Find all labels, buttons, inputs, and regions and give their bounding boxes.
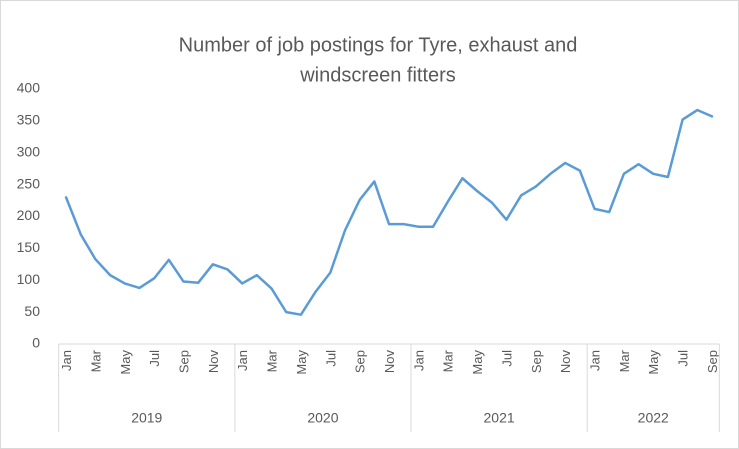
chart-title: windscreen fitters: [299, 64, 456, 86]
x-tick-label: Mar: [265, 349, 280, 372]
x-tick-label: Jan: [588, 350, 603, 371]
x-tick-label: Jan: [411, 350, 426, 371]
chart-title: Number of job postings for Tyre, exhaust…: [179, 34, 578, 56]
y-tick-label: 0: [32, 335, 40, 351]
x-tick-label: Nov: [382, 350, 397, 374]
x-tick-label: Mar: [441, 349, 456, 372]
x-tick-label: Sep: [353, 350, 368, 373]
x-tick-label: Sep: [705, 350, 720, 373]
x-group-label: 2021: [484, 410, 515, 426]
y-tick-label: 300: [17, 143, 41, 159]
y-tick-label: 250: [17, 175, 41, 191]
y-tick-label: 150: [17, 239, 41, 255]
x-group-label: 2022: [638, 410, 669, 426]
x-tick-label: Jul: [676, 350, 691, 367]
x-tick-label: May: [294, 350, 309, 375]
data-line: [64, 108, 714, 316]
y-tick-label: 50: [24, 303, 40, 319]
x-tick-label: Nov: [206, 350, 221, 374]
x-tick-label: Jan: [59, 350, 74, 371]
x-tick-label: Nov: [558, 350, 573, 374]
x-group-label: 2020: [307, 410, 338, 426]
x-tick-label: Jan: [235, 350, 250, 371]
x-tick-label: May: [470, 350, 485, 375]
x-tick-label: May: [118, 350, 133, 375]
y-tick-label: 400: [17, 80, 41, 96]
x-tick-label: Jul: [499, 350, 514, 367]
x-tick-label: Jul: [147, 350, 162, 367]
x-tick-label: May: [646, 350, 661, 375]
x-tick-label: Mar: [617, 349, 632, 372]
y-tick-label: 200: [17, 207, 41, 223]
x-tick-label: Sep: [529, 350, 544, 373]
x-tick-label: Jul: [323, 350, 338, 367]
x-tick-label: Mar: [88, 349, 103, 372]
x-group-label: 2019: [131, 410, 162, 426]
y-tick-label: 100: [17, 271, 41, 287]
y-tick-label: 350: [17, 112, 41, 128]
x-tick-label: Sep: [176, 350, 191, 373]
